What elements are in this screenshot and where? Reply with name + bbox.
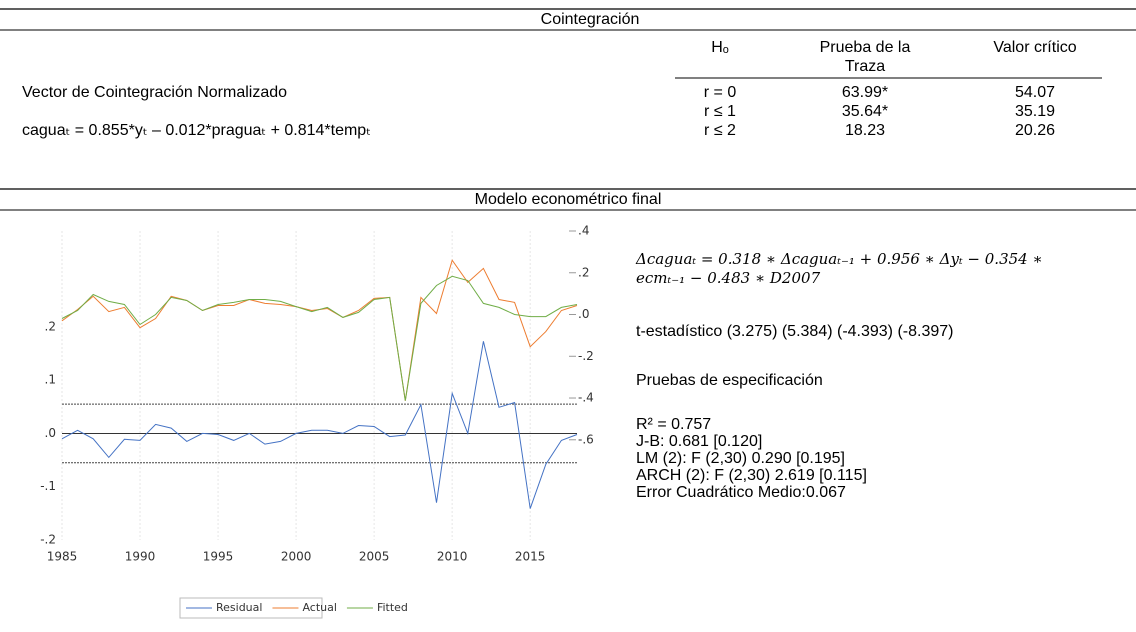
table-cell: 18.23 <box>844 122 886 139</box>
legend-label: Residual <box>216 601 262 614</box>
equation: ecmₜ₋₁ − 0.483 ∗ D2007 <box>636 269 821 287</box>
legend-label: Actual <box>302 601 336 614</box>
legend-label: Fitted <box>377 601 408 614</box>
table-cell: r ≤ 1 <box>704 103 736 120</box>
equation: caguaₜ = 0.855*yₜ – 0.012*praguaₜ + 0.81… <box>22 122 371 139</box>
test-stat: R² = 0.757 <box>636 416 712 433</box>
x-tick-label: 1995 <box>203 550 234 564</box>
test-stat: ARCH (2): F (2,30) 2.619 [0.115] <box>636 467 867 484</box>
x-tick-label: 2015 <box>515 550 546 564</box>
legend-box <box>179 597 323 619</box>
x-tick-label: 1985 <box>47 550 78 564</box>
section-title: Cointegración <box>540 11 640 28</box>
table-cell: 35.64* <box>841 103 889 120</box>
y-tick-label: .1 <box>45 373 56 387</box>
table-header: Valor crítico <box>993 39 1077 56</box>
test-stat: J-B: 0.681 [0.120] <box>636 433 763 450</box>
table-cell: r = 0 <box>703 84 737 101</box>
section-title: Modelo econométrico final <box>474 191 662 208</box>
y2-tick-label: .0 <box>578 307 589 321</box>
subheading: Pruebas de especificación <box>636 372 823 389</box>
x-tick-label: 1990 <box>125 550 156 564</box>
test-stat: Error Cuadrático Medio:0.067 <box>636 484 846 501</box>
label: Vector de Cointegración Normalizado <box>22 84 288 101</box>
series-line <box>61 341 578 509</box>
x-tick-label: 2000 <box>281 550 312 564</box>
y2-tick-label: -.6 <box>578 432 594 446</box>
table-cell: 54.07 <box>1014 84 1056 101</box>
y2-tick-label: .2 <box>578 265 589 279</box>
table-cell: r ≤ 2 <box>704 122 736 139</box>
y-tick-label: .0 <box>45 426 56 440</box>
y-tick-label: -.2 <box>40 533 56 547</box>
y2-tick-label: -.2 <box>578 349 594 363</box>
table-cell: 63.99* <box>841 84 889 101</box>
table-cell: 35.19 <box>1014 103 1056 120</box>
y-tick-label: -.1 <box>40 479 56 493</box>
table-cell: 20.26 <box>1014 122 1056 139</box>
equation: Δcaguaₜ = 0.318 ∗ Δcaguaₜ₋₁ + 0.956 ∗ Δy… <box>636 250 1043 268</box>
y2-tick-label: -.4 <box>578 391 594 405</box>
table-header: Prueba de la Traza <box>819 39 911 75</box>
table-header: Hₒ <box>711 39 729 56</box>
series-line <box>61 259 578 401</box>
x-tick-label: 2010 <box>437 550 468 564</box>
y-tick-label: .2 <box>45 319 56 333</box>
series-line <box>61 275 578 401</box>
test-stat: LM (2): F (2,30) 0.290 [0.195] <box>636 450 845 467</box>
x-tick-label: 2005 <box>359 550 390 564</box>
y2-tick-label: .4 <box>578 224 589 238</box>
t-stats: t-estadístico (3.275) (5.384) (-4.393) (… <box>636 323 954 340</box>
